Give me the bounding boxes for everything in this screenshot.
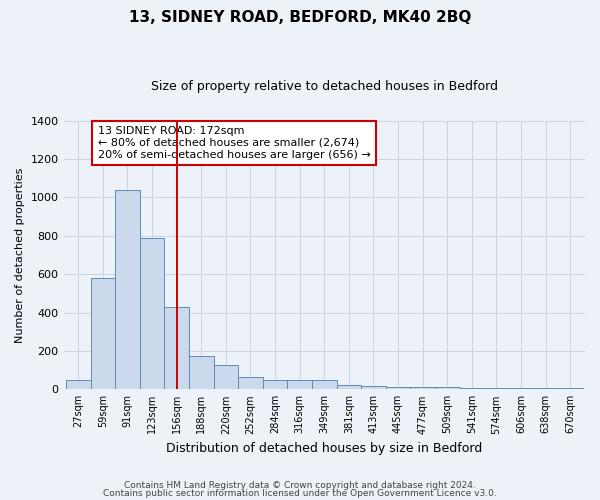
Bar — [484, 388, 509, 390]
Bar — [361, 386, 386, 390]
Bar — [287, 380, 312, 390]
Title: Size of property relative to detached houses in Bedford: Size of property relative to detached ho… — [151, 80, 498, 93]
Bar — [238, 378, 263, 390]
Bar — [533, 388, 558, 390]
Bar — [189, 356, 214, 390]
Bar — [164, 307, 189, 390]
Bar — [115, 190, 140, 390]
X-axis label: Distribution of detached houses by size in Bedford: Distribution of detached houses by size … — [166, 442, 482, 455]
Bar — [386, 386, 410, 390]
Bar — [91, 278, 115, 390]
Bar — [337, 385, 361, 390]
Bar — [140, 238, 164, 390]
Text: 13 SIDNEY ROAD: 172sqm
← 80% of detached houses are smaller (2,674)
20% of semi-: 13 SIDNEY ROAD: 172sqm ← 80% of detached… — [98, 126, 371, 160]
Bar — [558, 388, 583, 390]
Y-axis label: Number of detached properties: Number of detached properties — [15, 167, 25, 342]
Bar — [509, 388, 533, 390]
Text: Contains HM Land Registry data © Crown copyright and database right 2024.: Contains HM Land Registry data © Crown c… — [124, 481, 476, 490]
Bar — [410, 388, 435, 390]
Text: 13, SIDNEY ROAD, BEDFORD, MK40 2BQ: 13, SIDNEY ROAD, BEDFORD, MK40 2BQ — [129, 10, 471, 25]
Bar — [263, 380, 287, 390]
Text: Contains public sector information licensed under the Open Government Licence v3: Contains public sector information licen… — [103, 488, 497, 498]
Bar — [435, 388, 460, 390]
Bar — [312, 380, 337, 390]
Bar — [214, 366, 238, 390]
Bar — [66, 380, 91, 390]
Bar — [460, 388, 484, 390]
